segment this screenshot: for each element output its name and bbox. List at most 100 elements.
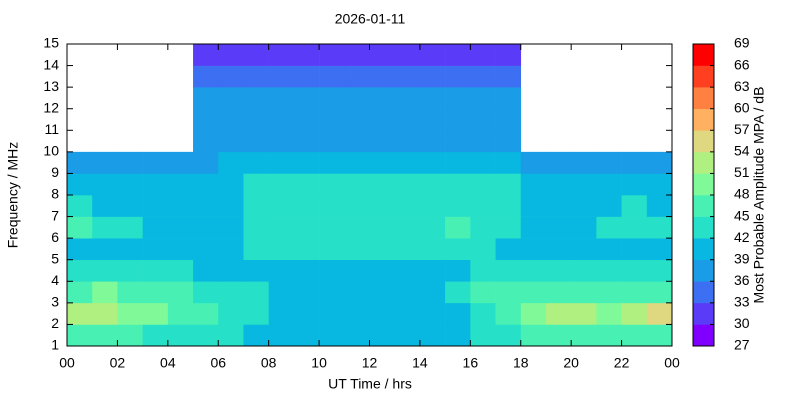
heatmap-cell — [419, 130, 446, 153]
y-tick-label: 10 — [43, 143, 59, 159]
heatmap-cell — [470, 259, 496, 282]
y-tick-label: 14 — [43, 56, 59, 72]
colorbar-band — [693, 151, 714, 174]
heatmap-cell — [344, 324, 370, 347]
heatmap-cell — [67, 195, 93, 217]
heatmap-cell — [142, 195, 169, 217]
heatmap-cell — [142, 281, 169, 304]
x-tick-label: 22 — [614, 355, 630, 371]
heatmap-cell — [243, 173, 269, 196]
y-tick-label: 9 — [51, 164, 59, 180]
x-tick-label: 08 — [261, 355, 277, 371]
heatmap-cell — [394, 108, 421, 131]
y-tick-label: 7 — [51, 207, 59, 223]
y-tick-label: 13 — [43, 78, 59, 94]
heatmap-cell — [92, 281, 118, 304]
heatmap-cell — [369, 216, 396, 239]
heatmap-cell — [520, 324, 547, 347]
heatmap-cell — [495, 281, 522, 304]
heatmap-cell — [92, 151, 118, 174]
heatmap-cell — [369, 302, 396, 325]
heatmap-cell — [470, 173, 496, 196]
heatmap-cell — [218, 108, 244, 131]
heatmap-cell — [117, 281, 143, 304]
y-tick-label: 12 — [43, 99, 59, 115]
heatmap-cell — [495, 238, 522, 261]
chart-title: 2026-01-11 — [335, 11, 406, 27]
heatmap-cell — [369, 65, 396, 88]
heatmap-cell — [419, 281, 446, 304]
heatmap-cell — [495, 65, 522, 88]
y-axis-label: Frequency / MHz — [5, 142, 21, 249]
heatmap-cell — [394, 87, 421, 110]
colorbar-tick-label: 66 — [734, 56, 750, 72]
heatmap-cell — [520, 195, 547, 217]
heatmap-cell — [243, 302, 269, 325]
heatmap-cell — [646, 238, 673, 261]
heatmap-cell — [596, 173, 622, 196]
colorbar-band — [693, 259, 714, 282]
colorbar-tick-label: 63 — [734, 78, 750, 94]
heatmap-cell — [445, 216, 471, 239]
x-axis-label: UT Time / hrs — [328, 376, 412, 392]
heatmap-cell — [268, 302, 295, 325]
heatmap-cell — [445, 87, 471, 110]
heatmap-cell — [293, 281, 320, 304]
heatmap-cell — [470, 302, 496, 325]
heatmap-cell — [596, 302, 622, 325]
heatmap-cell — [445, 44, 471, 66]
y-tick-label: 6 — [51, 229, 59, 245]
x-tick-label: 06 — [210, 355, 226, 371]
heatmap-cell — [319, 195, 345, 217]
heatmap-cell — [319, 259, 345, 282]
heatmap-cell — [293, 87, 320, 110]
x-tick-label: 12 — [362, 355, 378, 371]
heatmap-cell — [571, 259, 597, 282]
heatmap-cell — [92, 238, 118, 261]
heatmap-cell — [293, 151, 320, 174]
heatmap-cell — [319, 302, 345, 325]
heatmap-cell — [646, 151, 673, 174]
heatmap-cell — [545, 216, 572, 239]
heatmap-cell — [268, 281, 295, 304]
heatmap-cell — [67, 259, 93, 282]
heatmap-cell — [394, 216, 421, 239]
heatmap-cell — [319, 281, 345, 304]
colorbar-tick-label: 54 — [734, 143, 750, 159]
heatmap-cell — [571, 324, 597, 347]
heatmap-cell — [167, 324, 194, 347]
heatmap-cell — [243, 151, 269, 174]
heatmap-cell — [67, 238, 93, 261]
heatmap-cell — [218, 195, 244, 217]
heatmap-cell — [596, 238, 622, 261]
heatmap-cell — [596, 324, 622, 347]
heatmap-cell — [495, 87, 522, 110]
heatmap-cell — [268, 216, 295, 239]
colorbar-band — [693, 130, 714, 153]
heatmap-cell — [319, 130, 345, 153]
heatmap-cell — [167, 195, 194, 217]
x-tick-label: 00 — [59, 355, 75, 371]
colorbar-band — [693, 238, 714, 261]
heatmap-cell — [369, 281, 396, 304]
heatmap-cell — [193, 302, 219, 325]
heatmap-cell — [520, 238, 547, 261]
x-tick-label: 16 — [463, 355, 479, 371]
heatmap-cell — [243, 195, 269, 217]
heatmap-cell — [419, 108, 446, 131]
heatmap-cell — [470, 216, 496, 239]
heatmap-cell — [470, 151, 496, 174]
heatmap-cell — [369, 108, 396, 131]
heatmap-cell — [67, 324, 93, 347]
heatmap-cell — [293, 65, 320, 88]
heatmap-cell — [571, 302, 597, 325]
colorbar-band — [693, 87, 714, 110]
heatmap-cell — [243, 216, 269, 239]
heatmap-cell — [445, 65, 471, 88]
heatmap-cell — [445, 151, 471, 174]
heatmap-cell — [445, 108, 471, 131]
heatmap-cell — [419, 324, 446, 347]
heatmap-cell — [268, 44, 295, 66]
heatmap-cell — [394, 195, 421, 217]
heatmap-cell — [117, 151, 143, 174]
